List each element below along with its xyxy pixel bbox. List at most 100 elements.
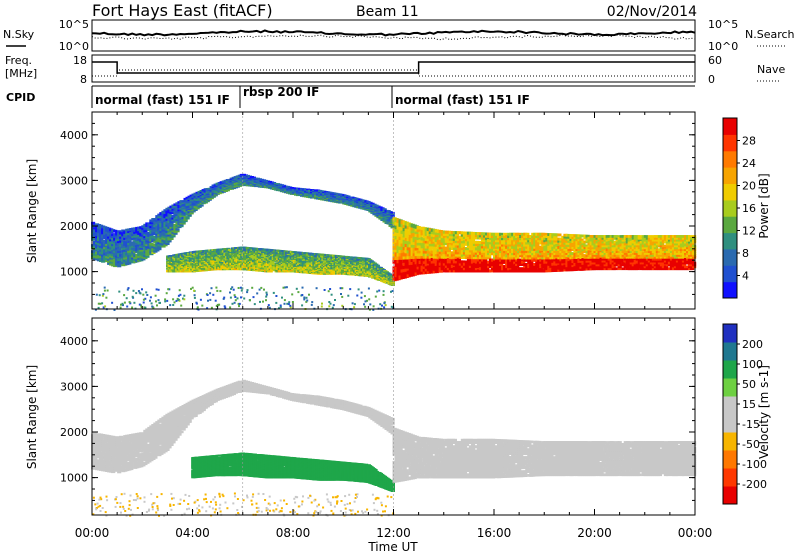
freq-label-line2: [MHz] bbox=[5, 67, 37, 80]
heatmap-cell bbox=[366, 200, 371, 203]
cpid-segment-3: normal (fast) 151 IF bbox=[395, 93, 530, 107]
noise-panel: 10^5 10^0 10^5 10^0 N.Sky N.Search bbox=[3, 18, 795, 53]
heatmap-cell bbox=[139, 228, 144, 231]
heatmap-cell bbox=[143, 227, 148, 231]
date-label: 02/Nov/2014 bbox=[607, 4, 697, 20]
heatmap-cell bbox=[179, 224, 184, 228]
cpid-row: CPID normal (fast) 151 IF rbsp 200 IF no… bbox=[6, 85, 695, 108]
heatmap-cell bbox=[139, 231, 144, 235]
heatmap-cell bbox=[139, 226, 144, 229]
heatmap-cell bbox=[225, 189, 230, 192]
heatmap-cell bbox=[169, 237, 174, 240]
heatmap-cell bbox=[374, 204, 379, 207]
heatmap-cell bbox=[121, 239, 126, 243]
heatmap-cell bbox=[117, 252, 122, 256]
heatmap-cell bbox=[117, 260, 122, 264]
heatmap-cell bbox=[123, 251, 128, 254]
heatmap-cell bbox=[183, 220, 188, 223]
heatmap-cell bbox=[372, 203, 377, 206]
power-heatmap bbox=[91, 112, 697, 311]
heatmap-cell bbox=[157, 213, 162, 217]
heatmap-cell bbox=[370, 202, 375, 205]
heatmap-cell bbox=[346, 195, 351, 197]
heatmap-cell bbox=[127, 261, 132, 265]
heatmap-cell bbox=[139, 251, 144, 254]
heatmap-cell bbox=[117, 264, 122, 268]
heatmap-cell bbox=[376, 205, 381, 207]
heatmap-cell bbox=[117, 248, 122, 252]
heatmap-cell bbox=[117, 230, 122, 233]
heatmap-cell bbox=[306, 188, 311, 191]
nave-tick-high: 60 bbox=[708, 54, 722, 67]
heatmap-cell bbox=[161, 230, 166, 234]
heatmap-cell bbox=[125, 236, 130, 240]
heatmap-cell bbox=[143, 225, 148, 229]
heatmap-cell bbox=[197, 206, 202, 208]
nave-trace bbox=[92, 69, 695, 77]
heatmap-cell bbox=[141, 238, 146, 242]
heatmap-cell bbox=[139, 235, 144, 239]
heatmap-cell bbox=[139, 256, 144, 260]
heatmap-cell bbox=[181, 221, 186, 224]
heatmap-cell bbox=[131, 247, 136, 250]
heatmap-cell bbox=[390, 211, 395, 214]
cpid-label: CPID bbox=[6, 91, 35, 104]
noise-search-trace bbox=[91, 34, 696, 41]
heatmap-cell bbox=[187, 215, 192, 217]
heatmap-cell bbox=[131, 243, 136, 246]
heatmap-cell bbox=[271, 182, 277, 184]
heatmap-cell bbox=[380, 207, 385, 209]
heatmap-cell bbox=[165, 242, 170, 245]
heatmap-cell bbox=[127, 240, 132, 243]
noise-tick-left-low: 10^0 bbox=[59, 40, 89, 53]
heatmap-cell bbox=[195, 207, 200, 210]
heatmap-cell bbox=[185, 217, 190, 220]
heatmap-cell bbox=[193, 209, 198, 211]
heatmap-cell bbox=[145, 253, 150, 256]
heatmap-cell bbox=[187, 213, 192, 216]
cpid-segment-2: rbsp 200 IF bbox=[243, 85, 319, 99]
heatmap-cell bbox=[117, 258, 122, 262]
heatmap-cell bbox=[179, 223, 184, 226]
heatmap-cell bbox=[181, 222, 186, 225]
heatmap-cell bbox=[123, 241, 128, 244]
heatmap-cell bbox=[193, 193, 198, 196]
frequency-panel: Freq. [MHz] 18 8 60 0 Nave bbox=[5, 54, 785, 86]
heatmap-cell bbox=[123, 247, 128, 250]
beam-label: Beam 11 bbox=[356, 4, 419, 20]
heatmap-cell bbox=[139, 252, 144, 256]
figure-title: Fort Hays East (fitACF) bbox=[92, 1, 273, 20]
heatmap-cell bbox=[139, 247, 144, 250]
noise-tick-right-high: 10^5 bbox=[708, 18, 738, 31]
nsky-label: N.Sky bbox=[3, 28, 35, 41]
heatmap-cell bbox=[139, 258, 144, 262]
heatmap-cell bbox=[368, 201, 373, 204]
heatmap-cell bbox=[239, 173, 244, 176]
heatmap-cell bbox=[199, 204, 204, 207]
heatmap-cell bbox=[127, 230, 132, 234]
heatmap-cell bbox=[127, 253, 132, 257]
heatmap-cell bbox=[378, 206, 383, 208]
heatmap-cell bbox=[181, 204, 186, 207]
heatmap-cell bbox=[185, 216, 190, 219]
heatmap-cell bbox=[175, 229, 180, 233]
noise-panel-frame bbox=[91, 19, 696, 52]
heatmap-cell bbox=[185, 201, 190, 204]
nave-label: Nave bbox=[757, 63, 785, 76]
heatmap-cell bbox=[131, 252, 136, 256]
heatmap-cell bbox=[121, 229, 126, 233]
cpid-segment-1: normal (fast) 151 IF bbox=[95, 93, 230, 107]
heatmap-cell bbox=[183, 218, 188, 221]
heatmap-cell bbox=[139, 249, 144, 252]
heatmap-cell bbox=[117, 250, 122, 254]
heatmap-cell bbox=[147, 240, 152, 243]
freq-tick-high: 18 bbox=[73, 54, 87, 67]
heatmap-cell bbox=[175, 228, 180, 231]
heatmap-cell bbox=[239, 177, 244, 179]
heatmap-cell bbox=[139, 233, 144, 237]
heatmap-cell bbox=[169, 220, 174, 224]
frequency-trace bbox=[92, 61, 695, 74]
freq-label-line1: Freq. bbox=[5, 54, 32, 67]
